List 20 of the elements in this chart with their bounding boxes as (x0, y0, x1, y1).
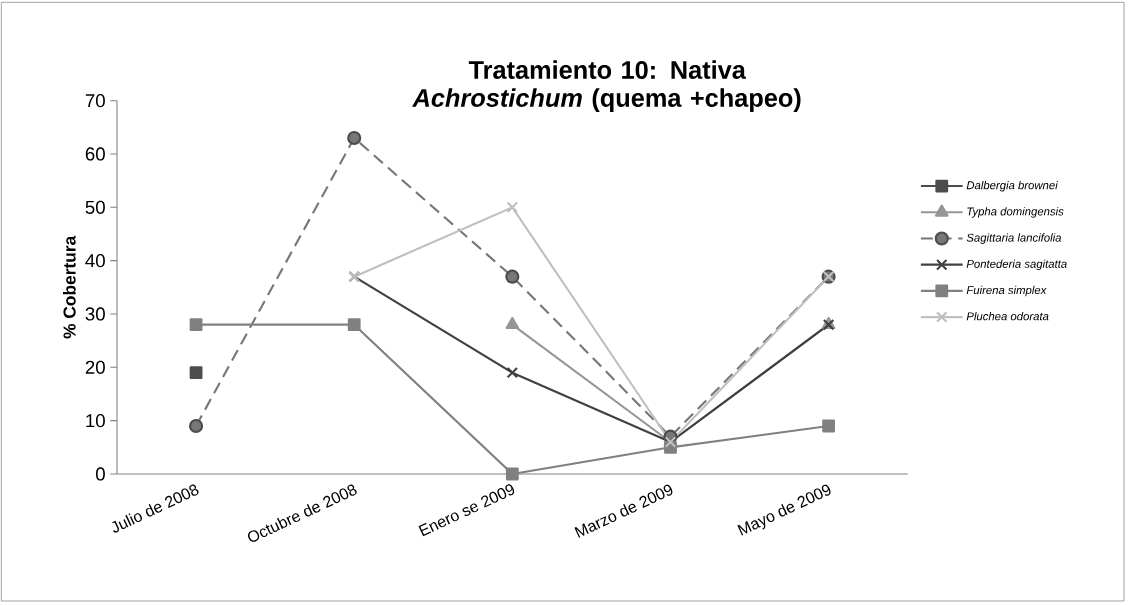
y-tick-label: 30 (85, 307, 105, 321)
legend-label: Dalbergia brownei (966, 180, 1058, 192)
x-tick-label: Mayo de 2009 (737, 484, 831, 536)
y-tick-label: 60 (85, 147, 105, 161)
y-tick-label: 70 (85, 94, 105, 108)
y-tick-label: 10 (86, 414, 105, 428)
legend-label: Fuirena simplex (966, 285, 1047, 297)
legend-label: Pluchea odorata (966, 311, 1049, 321)
chart-title: Tratamiento 10: Nativa Achrostichum (quema +chapeo) (412, 60, 801, 112)
y-tick-label: 0 (95, 467, 105, 481)
x-tick-label: Enero se 2009 (418, 484, 515, 537)
legend-label: Pontederia sagitatta (966, 259, 1067, 271)
y-axis-title: % Cobertura (62, 235, 76, 339)
legend-label: Sagittaria lancifolia (966, 233, 1062, 244)
x-tick-label: Marzo de 2009 (574, 484, 673, 538)
x-tick-label: Julio de 2008 (112, 484, 199, 533)
y-tick-label: 50 (85, 200, 105, 214)
y-tick-label: 20 (85, 360, 105, 374)
legend-label: Typha domingensis (967, 207, 1064, 218)
y-tick-label: 40 (85, 254, 105, 268)
